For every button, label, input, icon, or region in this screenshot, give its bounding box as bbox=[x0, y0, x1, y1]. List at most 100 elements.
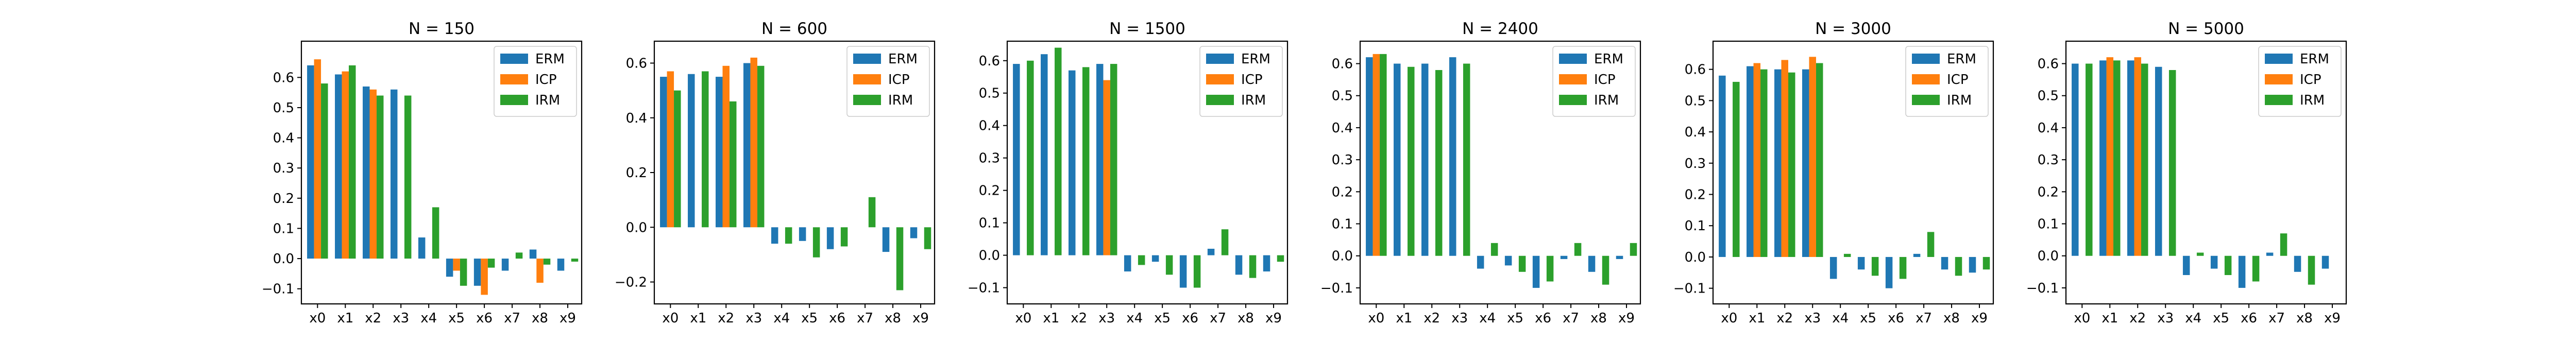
y-tick-label: 0.2 bbox=[1685, 187, 1706, 203]
legend-label-irm: IRM bbox=[1594, 93, 1619, 108]
x-tick-label: x5 bbox=[1860, 311, 1876, 326]
bar-erm-x2 bbox=[363, 86, 370, 259]
legend-label-icp: ICP bbox=[2300, 72, 2321, 88]
bar-irm-x0 bbox=[1380, 54, 1387, 256]
y-tick-label: 0.6 bbox=[2038, 57, 2059, 72]
bar-erm-x8 bbox=[2294, 255, 2301, 272]
y-tick-label: 0.6 bbox=[1332, 57, 1353, 72]
x-tick-label: x9 bbox=[1618, 311, 1635, 326]
x-tick-label: x1 bbox=[1043, 311, 1059, 326]
chart-title: N = 600 bbox=[761, 20, 827, 38]
bar-irm-x8 bbox=[1249, 255, 1257, 278]
x-tick-label: x7 bbox=[857, 311, 873, 326]
bar-erm-x6 bbox=[1179, 255, 1187, 288]
x-tick-label: x7 bbox=[2268, 311, 2285, 326]
bar-irm-x5 bbox=[2224, 255, 2232, 276]
bar-erm-x4 bbox=[2182, 255, 2190, 276]
y-tick-label: 0.4 bbox=[273, 131, 294, 146]
bar-icp-x0 bbox=[314, 59, 321, 259]
axes-frame bbox=[300, 40, 583, 305]
chart-panel-5: N = 5000 −0.1 0.0 0.1 0.2 0.3 0.4 0.5 0.6 x0 x1 x2 x… bbox=[2026, 20, 2347, 326]
chart-title: N = 3000 bbox=[1815, 20, 1891, 38]
bar-icp-x2 bbox=[2134, 57, 2141, 256]
legend-label-irm: IRM bbox=[1241, 93, 1266, 108]
x-tick-label: x0 bbox=[309, 311, 326, 326]
y-tick-label: −0.1 bbox=[968, 281, 1000, 296]
bar-erm-x5 bbox=[1504, 255, 1512, 266]
x-tick-label: x5 bbox=[1507, 311, 1523, 326]
bar-irm-x5 bbox=[1518, 255, 1526, 272]
x-tick-label: x2 bbox=[718, 311, 734, 326]
legend-swatch-irm bbox=[500, 95, 528, 105]
y-tick-label: 0.2 bbox=[2038, 184, 2059, 200]
y-tick-label: 0.1 bbox=[1332, 217, 1353, 232]
bar-erm-x5 bbox=[799, 227, 806, 241]
x-tick-label: x3 bbox=[2157, 311, 2174, 326]
x-tick-label: x5 bbox=[801, 311, 818, 326]
axes-frame bbox=[1712, 40, 1994, 305]
x-tick-label: x6 bbox=[1535, 311, 1551, 326]
legend-label-erm: ERM bbox=[1241, 52, 1270, 67]
y-tick-label: 0.3 bbox=[1685, 156, 1706, 172]
x-tick-label: x1 bbox=[337, 311, 353, 326]
y-tick-label: 0.5 bbox=[1332, 89, 1353, 104]
x-tick-label: x3 bbox=[1098, 311, 1115, 326]
y-tick-label: −0.1 bbox=[1673, 281, 1706, 297]
y-tick-label: 0.0 bbox=[1685, 250, 1706, 265]
bar-erm-x3 bbox=[743, 63, 751, 228]
bar-erm-x9 bbox=[557, 259, 565, 271]
bar-erm-x9 bbox=[1616, 255, 1623, 259]
bar-erm-x0 bbox=[1719, 75, 1726, 257]
bar-erm-x7 bbox=[2266, 252, 2274, 256]
y-tick-label: 0.3 bbox=[979, 151, 1000, 166]
bar-irm-x3 bbox=[757, 65, 765, 228]
x-tick-label: x8 bbox=[2296, 311, 2313, 326]
bar-erm-x6 bbox=[473, 259, 481, 286]
y-tick-label: 0.2 bbox=[273, 191, 294, 207]
bar-irm-x7 bbox=[1927, 232, 1935, 257]
bar-icp-x3 bbox=[1103, 80, 1110, 255]
legend-swatch-icp bbox=[2265, 74, 2293, 84]
legend-swatch-irm bbox=[1559, 95, 1587, 105]
x-tick-label: x7 bbox=[1916, 311, 1932, 326]
bar-irm-x3 bbox=[1816, 63, 1823, 257]
y-tick-label: 0.2 bbox=[626, 165, 647, 181]
bar-icp-x3 bbox=[1809, 57, 1816, 257]
bar-irm-x5 bbox=[1165, 255, 1173, 275]
bar-icp-x2 bbox=[369, 89, 377, 259]
x-tick-label: x3 bbox=[1451, 311, 1468, 326]
y-tick-label: 0.3 bbox=[273, 161, 294, 176]
bar-irm-x4 bbox=[432, 207, 439, 259]
bar-irm-x6 bbox=[840, 227, 848, 247]
bar-icp-x3 bbox=[750, 57, 757, 228]
chart-title: N = 5000 bbox=[2168, 20, 2244, 38]
chart-title: N = 2400 bbox=[1462, 20, 1538, 38]
bar-erm-x8 bbox=[1588, 255, 1596, 272]
legend-swatch-icp bbox=[500, 74, 528, 84]
bar-erm-x1 bbox=[1041, 54, 1048, 255]
legend: ERM ICP IRM bbox=[846, 46, 930, 117]
bar-irm-x7 bbox=[868, 197, 876, 228]
legend-swatch-irm bbox=[1206, 95, 1234, 105]
x-tick-label: x7 bbox=[1210, 311, 1226, 326]
bar-erm-x6 bbox=[1885, 256, 1893, 288]
bar-erm-x5 bbox=[446, 259, 453, 277]
bar-erm-x1 bbox=[1394, 63, 1401, 256]
bar-erm-x2 bbox=[2127, 60, 2134, 256]
legend: ERM ICP IRM bbox=[1199, 46, 1283, 117]
axes-frame bbox=[1006, 40, 1289, 305]
bar-irm-x9 bbox=[1630, 243, 1637, 256]
bar-irm-x1 bbox=[349, 65, 356, 259]
x-tick-label: x6 bbox=[829, 311, 845, 326]
bar-irm-x5 bbox=[1871, 256, 1879, 276]
x-tick-label: x5 bbox=[1154, 311, 1171, 326]
chart-panel-1: N = 600 −0.2 0.0 0.2 0.4 0.6 x0 x1 x2 x3 x4 x5 x6 x7 x… bbox=[615, 20, 936, 326]
x-tick-label: x4 bbox=[1126, 311, 1143, 326]
bar-erm-x8 bbox=[529, 249, 537, 259]
bar-erm-x3 bbox=[2155, 66, 2162, 256]
bar-icp-x1 bbox=[342, 71, 349, 259]
x-tick-label: x9 bbox=[2324, 311, 2341, 326]
chart-panel-2: N = 1500 −0.1 0.0 0.1 0.2 0.3 0.4 0.5 0.6 x0 x1 x2 x… bbox=[968, 20, 1289, 326]
axes-frame bbox=[1359, 40, 1641, 305]
